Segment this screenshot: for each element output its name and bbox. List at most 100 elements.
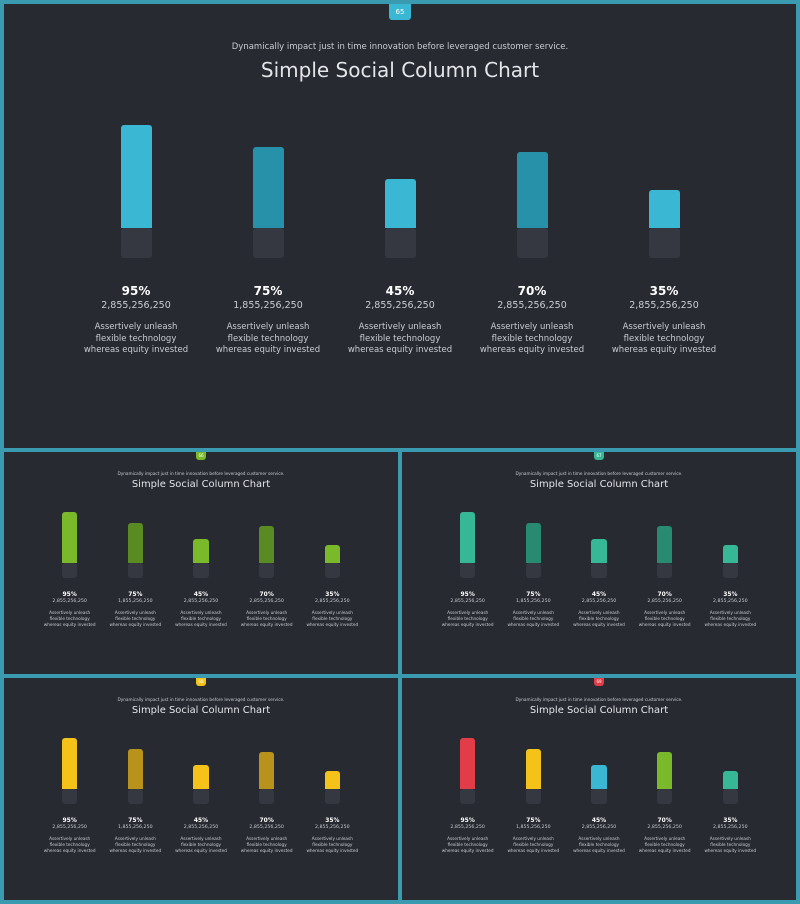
column-description: Assertively unleash flexible technology … xyxy=(175,610,227,627)
column-bar xyxy=(722,544,739,564)
column-bar xyxy=(324,544,341,564)
column-value-number: 1,855,256,250 xyxy=(118,599,153,605)
slide-title: Simple Social Column Chart xyxy=(529,478,669,490)
page-number-badge: 69 xyxy=(593,678,605,686)
slide-66: 66 Dynamically impact just in time innova… xyxy=(4,452,398,674)
column-description: Assertively unleash flexible technology … xyxy=(240,610,293,627)
column-value-number: 2,855,256,250 xyxy=(450,599,485,605)
column-base xyxy=(324,789,341,805)
column-bar xyxy=(722,770,739,790)
column-value-number: 2,855,256,250 xyxy=(52,825,87,831)
column-value-number: 2,855,256,250 xyxy=(183,599,219,605)
column-base xyxy=(656,563,673,579)
column-description: Assertively unleash flexible technology … xyxy=(611,322,717,355)
column-percent-label: 45% xyxy=(193,817,209,825)
column-bar xyxy=(127,522,144,564)
column-description: Assertively unleash flexible technology … xyxy=(306,836,359,853)
page-number-badge: 66 xyxy=(195,452,207,460)
column-bar xyxy=(591,765,607,790)
column-percent-label: 95% xyxy=(460,591,475,599)
column-value-number: 2,855,256,250 xyxy=(183,825,219,831)
slide-subtitle: Dynamically impact just in time innovati… xyxy=(117,470,285,476)
slide-subtitle: Dynamically impact just in time innovati… xyxy=(117,696,285,702)
column-percent-label: 35% xyxy=(649,284,679,298)
column-base xyxy=(648,228,680,258)
column-percent-label: 75% xyxy=(128,591,143,599)
column-value-number: 1,855,256,250 xyxy=(118,825,153,831)
column-bar xyxy=(324,770,341,790)
slide-subtitle: Dynamically impact just in time innovati… xyxy=(515,696,683,702)
column-base xyxy=(656,789,673,805)
column-value-number: 1,855,256,250 xyxy=(516,825,551,831)
page-number-badge: 68 xyxy=(195,678,207,686)
column-value-number: 1,855,256,250 xyxy=(516,599,551,605)
column-base xyxy=(61,563,78,579)
column-description: Assertively unleash flexible technology … xyxy=(441,836,494,853)
column-bar xyxy=(656,525,673,564)
slide-title: Simple Social Column Chart xyxy=(260,58,540,82)
column-base xyxy=(525,563,542,579)
column-description: Assertively unleash flexible technology … xyxy=(347,322,453,355)
column-value-number: 2,855,256,250 xyxy=(647,825,682,831)
column-bar xyxy=(61,512,78,564)
column-base xyxy=(384,228,416,258)
column-base xyxy=(252,228,284,258)
column-base xyxy=(193,789,209,805)
page-number-badge: 65 xyxy=(389,4,411,20)
column-value-number: 2,855,256,250 xyxy=(713,599,748,605)
column-bar xyxy=(252,146,284,228)
column-percent-label: 75% xyxy=(526,817,541,825)
column-percent-label: 75% xyxy=(526,591,541,599)
column-description: Assertively unleash flexible technology … xyxy=(109,610,162,627)
column-base xyxy=(127,789,144,805)
column-base xyxy=(324,563,341,579)
column-percent-label: 45% xyxy=(591,817,607,825)
slide-title: Simple Social Column Chart xyxy=(529,704,669,716)
column-percent-label: 35% xyxy=(723,817,738,825)
column-base xyxy=(127,563,144,579)
column-value-number: 2,855,256,250 xyxy=(581,599,617,605)
slide-68: 68 Dynamically impact just in time innova… xyxy=(4,678,398,900)
column-bar xyxy=(258,525,275,564)
column-description: Assertively unleash flexible technology … xyxy=(43,610,96,627)
column-bar xyxy=(648,190,680,228)
column-bar xyxy=(384,179,416,228)
column-percent-label: 95% xyxy=(121,284,151,298)
column-description: Assertively unleash flexible technology … xyxy=(507,836,560,853)
column-base xyxy=(591,789,607,805)
column-value-number: 2,855,256,250 xyxy=(249,825,284,831)
column-base xyxy=(258,563,275,579)
column-percent-label: 95% xyxy=(62,591,77,599)
column-base xyxy=(61,789,78,805)
column-description: Assertively unleash flexible technology … xyxy=(109,836,162,853)
column-percent-label: 75% xyxy=(253,284,283,298)
column-description: Assertively unleash flexible technology … xyxy=(479,322,585,355)
column-description: Assertively unleash flexible technology … xyxy=(507,610,560,627)
page-number-badge: 67 xyxy=(593,452,605,460)
slide-subtitle: Dynamically impact just in time innovati… xyxy=(515,470,683,476)
column-bar xyxy=(525,748,542,790)
column-description: Assertively unleash flexible technology … xyxy=(83,322,189,355)
column-bar xyxy=(656,751,673,790)
column-description: Assertively unleash flexible technology … xyxy=(638,836,691,853)
slide-69: 69 Dynamically impact just in time innova… xyxy=(402,678,796,900)
slide-65: 65 Dynamically impact just in time innova… xyxy=(4,4,796,448)
column-value-number: 2,855,256,250 xyxy=(52,599,87,605)
slide-subtitle: Dynamically impact just in time innovati… xyxy=(231,42,569,52)
column-description: Assertively unleash flexible technology … xyxy=(175,836,227,853)
slide-title: Simple Social Column Chart xyxy=(131,704,271,716)
column-value-number: 2,855,256,250 xyxy=(249,599,284,605)
column-base xyxy=(722,789,739,805)
column-percent-label: 70% xyxy=(259,817,274,825)
column-bar xyxy=(591,539,607,564)
column-value-number: 2,855,256,250 xyxy=(315,825,350,831)
column-percent-label: 70% xyxy=(657,591,672,599)
column-description: Assertively unleash flexible technology … xyxy=(704,610,757,627)
column-value-number: 2,855,256,250 xyxy=(315,599,350,605)
column-bar xyxy=(258,751,275,790)
column-description: Assertively unleash flexible technology … xyxy=(704,836,757,853)
column-value-number: 2,855,256,250 xyxy=(629,300,699,311)
column-value-number: 2,855,256,250 xyxy=(101,300,171,311)
column-value-number: 2,855,256,250 xyxy=(713,825,748,831)
column-bar xyxy=(120,125,152,228)
